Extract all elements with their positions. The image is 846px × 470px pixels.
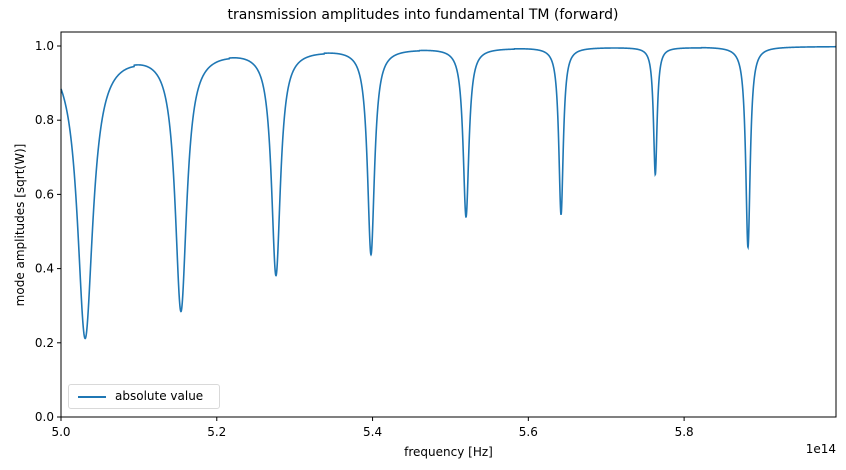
chart-title: transmission amplitudes into fundamental… bbox=[227, 7, 619, 23]
y-tick-label: 0.2 bbox=[35, 336, 54, 350]
y-axis-label: mode amplitudes [sqrt(W)] bbox=[13, 143, 27, 307]
x-tick-label: 5.8 bbox=[675, 425, 694, 439]
y-tick-label: 0.8 bbox=[35, 113, 54, 127]
x-tick-label: 5.6 bbox=[519, 425, 538, 439]
y-tick-label: 0.4 bbox=[35, 262, 54, 276]
legend-label: absolute value bbox=[115, 389, 204, 403]
x-axis-ticks: 5.0 5.2 5.4 5.6 5.8 bbox=[51, 417, 694, 439]
y-tick-label: 0.6 bbox=[35, 187, 54, 201]
x-axis-label: frequency [Hz] bbox=[404, 445, 493, 459]
y-tick-label: 0.0 bbox=[35, 410, 54, 424]
x-axis-offset-label: 1e14 bbox=[805, 442, 836, 456]
x-tick-label: 5.0 bbox=[51, 425, 70, 439]
plot-frame bbox=[60, 31, 837, 418]
y-axis-ticks: 0.0 0.2 0.4 0.6 0.8 1.0 bbox=[35, 39, 61, 424]
legend: absolute value bbox=[68, 384, 220, 409]
x-tick-label: 5.2 bbox=[207, 425, 226, 439]
y-tick-label: 1.0 bbox=[35, 39, 54, 53]
legend-line-swatch-icon bbox=[78, 396, 106, 398]
series-line-absolute-value bbox=[60, 45, 836, 340]
x-tick-label: 5.4 bbox=[363, 425, 382, 439]
